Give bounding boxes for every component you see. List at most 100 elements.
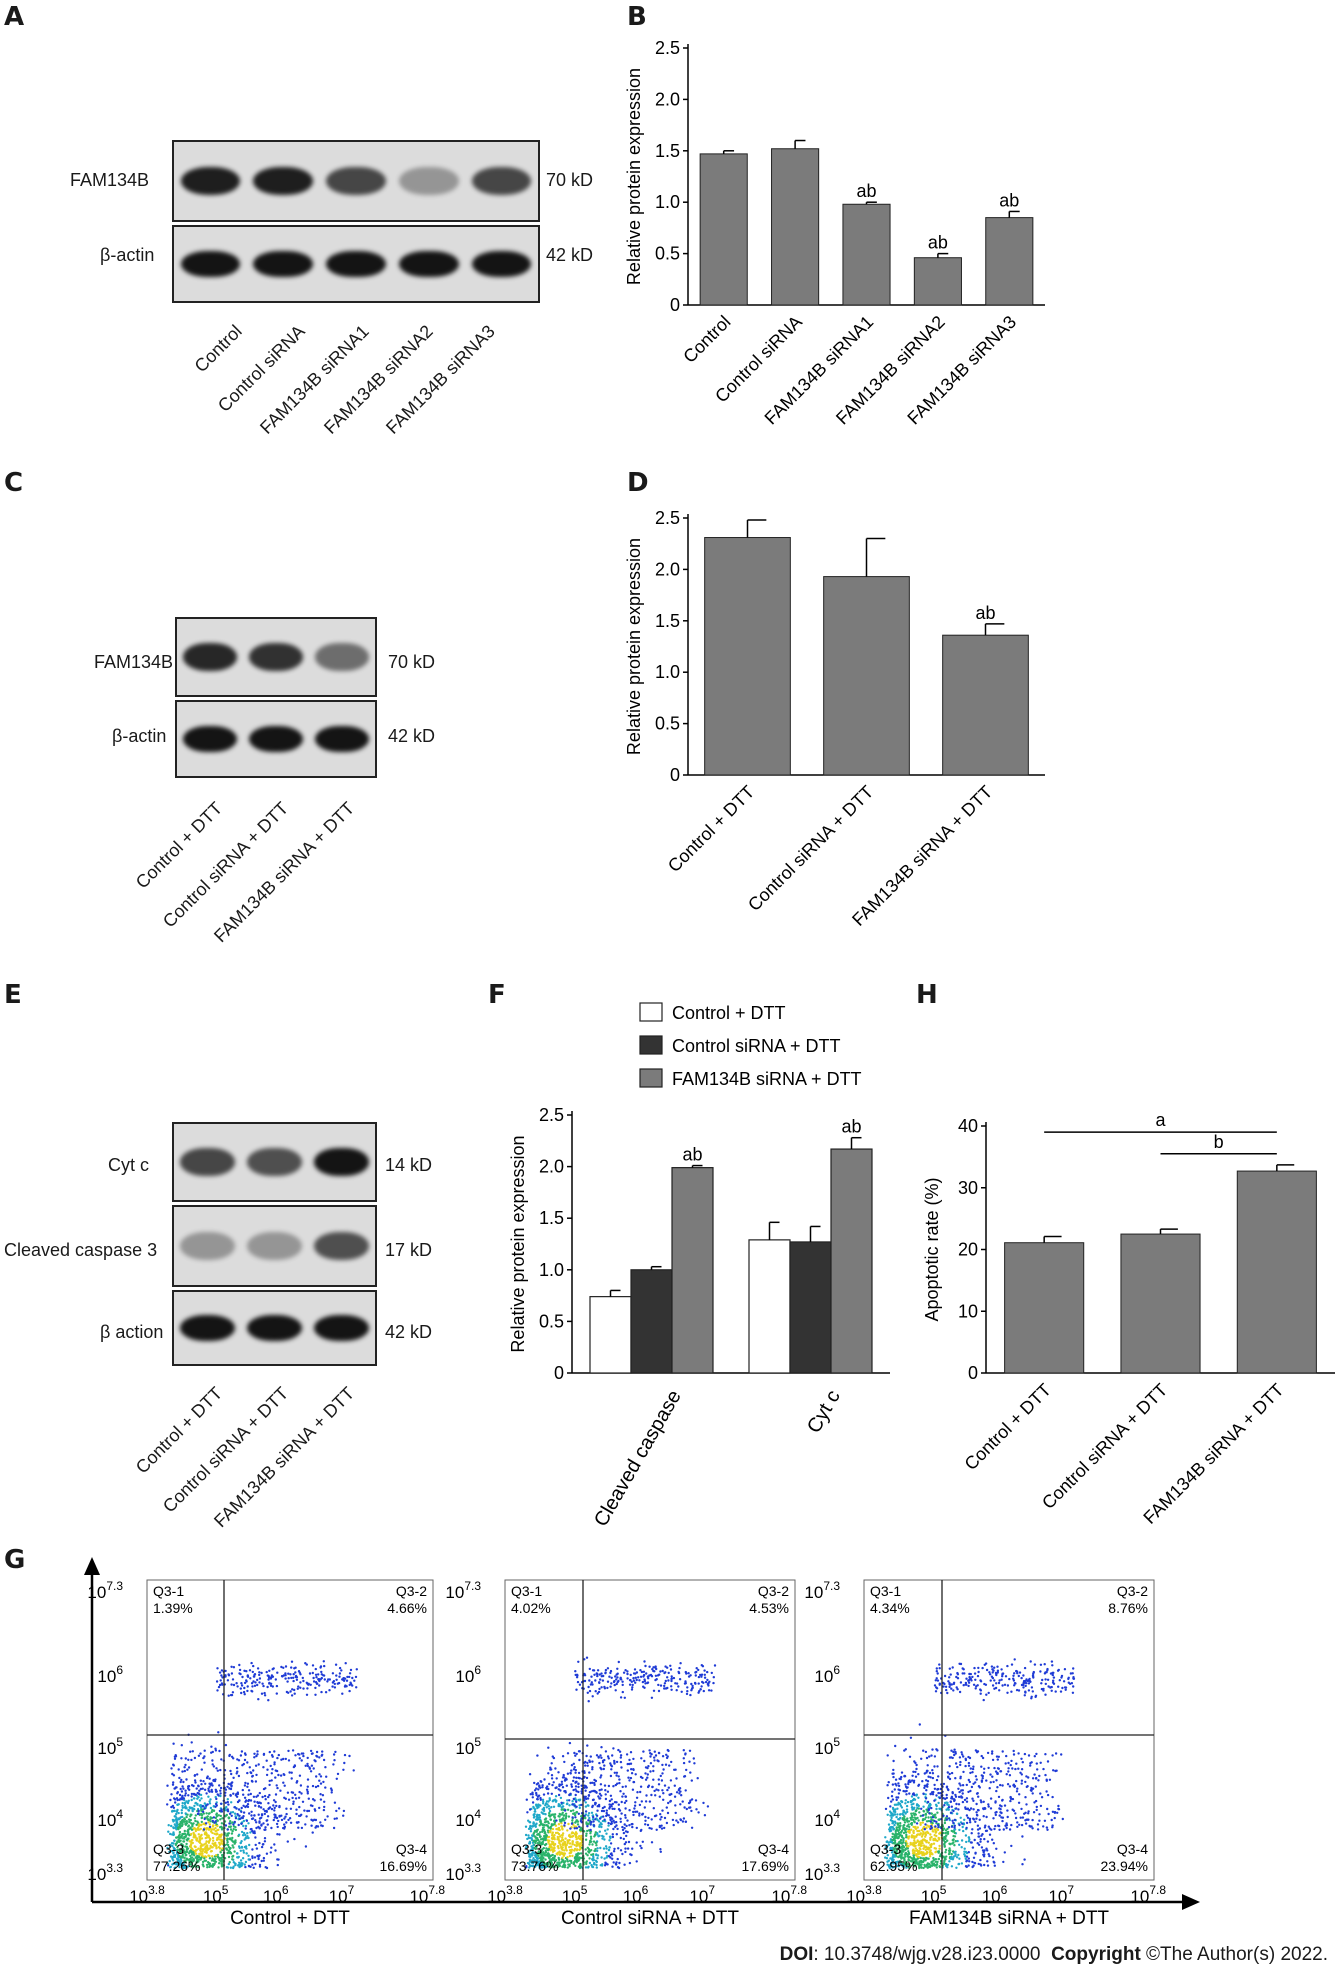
event-dot (564, 1791, 567, 1794)
event-dot (538, 1840, 541, 1843)
event-dot (919, 1832, 922, 1835)
event-dot (1008, 1828, 1012, 1831)
event-dot (244, 1865, 247, 1869)
event-dot (585, 1832, 588, 1835)
event-dot (894, 1782, 897, 1786)
event-dot (566, 1802, 569, 1805)
event-dot (534, 1855, 538, 1859)
event-dot (293, 1692, 296, 1695)
event-dot (969, 1821, 972, 1824)
event-dot (576, 1820, 580, 1823)
event-dot (950, 1829, 953, 1833)
event-dot (318, 1756, 321, 1759)
event-dot (271, 1685, 274, 1688)
event-dot (908, 1835, 911, 1838)
event-dot (896, 1813, 899, 1816)
event-dot (933, 1787, 937, 1790)
event-dot (311, 1671, 314, 1675)
event-dot (226, 1828, 229, 1831)
event-dot (227, 1803, 230, 1806)
event-dot (175, 1861, 179, 1865)
event-dot (910, 1800, 913, 1803)
event-dot (210, 1816, 214, 1820)
event-dot (175, 1836, 178, 1839)
event-dot (226, 1800, 229, 1804)
event-dot (556, 1865, 559, 1869)
event-dot (545, 1787, 549, 1791)
event-dot (534, 1825, 537, 1828)
event-dot (190, 1860, 193, 1863)
event-dot (197, 1754, 201, 1757)
event-dot (654, 1674, 658, 1677)
bar (589, 1296, 632, 1374)
event-dot (212, 1765, 216, 1768)
event-dot (591, 1695, 594, 1698)
blot-band (471, 250, 532, 278)
event-dot (591, 1760, 594, 1763)
event-dot (596, 1809, 599, 1812)
event-dot (968, 1818, 972, 1822)
event-dot (245, 1852, 248, 1855)
event-dot (324, 1766, 327, 1769)
event-dot (195, 1855, 198, 1859)
event-dot (219, 1802, 223, 1805)
event-dot (566, 1842, 569, 1845)
event-dot (181, 1844, 185, 1848)
event-dot (172, 1781, 175, 1784)
event-dot (557, 1793, 561, 1797)
event-dot (249, 1799, 253, 1802)
event-dot (601, 1834, 604, 1838)
event-dot (185, 1820, 188, 1823)
event-dot (179, 1780, 182, 1784)
bar (842, 203, 891, 306)
event-dot (246, 1785, 249, 1788)
event-dot (1031, 1777, 1035, 1780)
event-dot (910, 1812, 913, 1815)
panel-label-g: G (4, 1545, 26, 1575)
event-dot (953, 1748, 956, 1751)
event-dot (248, 1843, 251, 1847)
blot-strip (172, 140, 540, 222)
event-dot (666, 1676, 669, 1679)
event-dot (951, 1838, 954, 1842)
event-dot (208, 1847, 211, 1850)
event-dot (205, 1816, 208, 1819)
event-dot (953, 1844, 956, 1847)
event-dot (265, 1810, 268, 1813)
event-dot (338, 1672, 342, 1675)
event-dot (986, 1840, 990, 1843)
event-dot (536, 1813, 539, 1816)
event-dot (952, 1841, 955, 1844)
event-dot (553, 1821, 557, 1824)
event-dot (215, 1838, 219, 1842)
event-dot (683, 1806, 686, 1809)
event-dot (323, 1805, 326, 1809)
event-dot (214, 1749, 218, 1752)
event-dot (592, 1789, 595, 1793)
event-dot (284, 1665, 288, 1668)
event-dot (562, 1773, 565, 1777)
event-dot (606, 1828, 609, 1831)
event-dot (566, 1799, 569, 1802)
event-dot (948, 1851, 951, 1854)
event-dot (906, 1845, 910, 1848)
event-dot (561, 1832, 565, 1835)
event-dot (546, 1785, 549, 1788)
event-dot (922, 1805, 925, 1808)
event-dot (663, 1784, 667, 1787)
event-dot (890, 1814, 894, 1817)
event-dot (183, 1766, 186, 1769)
event-dot (1042, 1767, 1045, 1771)
event-dot (631, 1847, 634, 1850)
event-dot (954, 1853, 957, 1856)
event-dot (965, 1783, 968, 1787)
event-dot (183, 1769, 186, 1773)
event-dot (171, 1844, 174, 1848)
event-dot (550, 1777, 554, 1780)
event-dot (237, 1808, 241, 1811)
event-dot (922, 1857, 925, 1860)
event-dot (612, 1861, 615, 1864)
event-dot (597, 1690, 601, 1694)
event-dot (194, 1781, 197, 1784)
event-dot (279, 1774, 283, 1777)
